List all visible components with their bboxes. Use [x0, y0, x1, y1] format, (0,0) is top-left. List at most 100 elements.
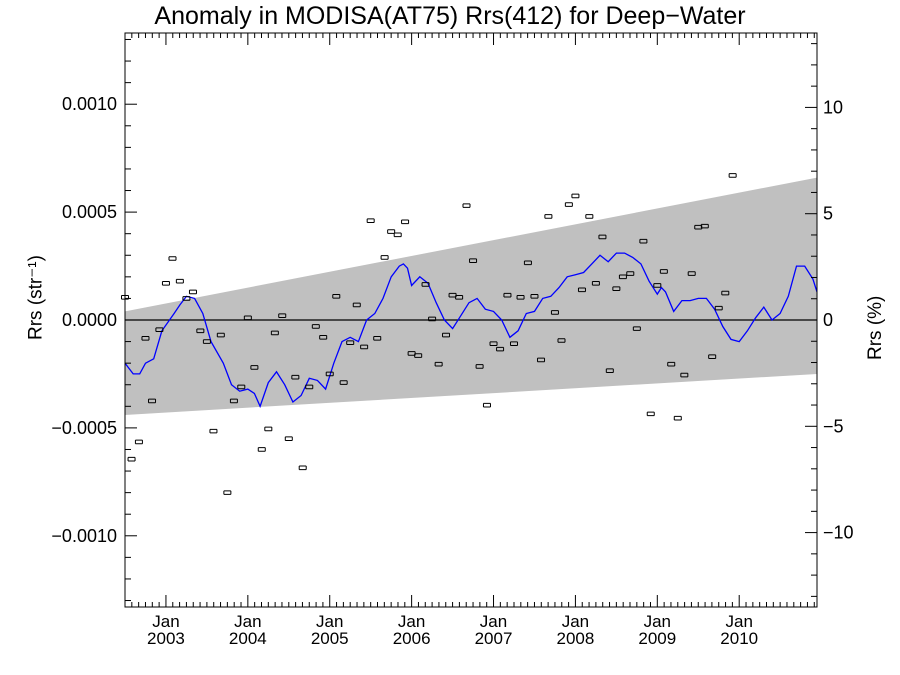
data-point: [284, 436, 293, 441]
data-point: [442, 332, 451, 338]
data-point: [428, 316, 437, 322]
data-point: [332, 293, 341, 299]
data-point: [434, 361, 443, 367]
data-point: [550, 310, 559, 315]
data-point: [598, 234, 607, 240]
data-point: [544, 214, 553, 219]
y-left-tick-label: −0.0005: [51, 418, 117, 438]
y-left-tick-label: 0.0000: [62, 310, 117, 330]
data-point: [516, 295, 525, 300]
data-point: [188, 289, 197, 295]
data-point: [557, 338, 566, 343]
chart-title: Anomaly in MODISA(AT75) Rrs(412) for Dee…: [154, 2, 746, 30]
data-point: [489, 341, 498, 347]
data-point: [134, 439, 143, 445]
data-point: [503, 292, 512, 298]
data-point: [509, 341, 518, 347]
data-point: [455, 295, 464, 300]
data-point: [216, 332, 225, 338]
y-left-tick-label: −0.0010: [51, 526, 117, 546]
uncertainty-band: [125, 177, 817, 415]
data-point: [530, 293, 539, 299]
data-point: [380, 255, 389, 260]
data-point: [202, 339, 211, 344]
x-tick-label-year: 2003: [147, 629, 185, 648]
data-point: [414, 353, 423, 358]
data-point: [667, 361, 676, 367]
y-left-tick-label: 0.0005: [62, 202, 117, 222]
data-point: [721, 290, 730, 296]
x-tick-label-month: Jan: [562, 612, 589, 631]
data-point: [653, 283, 662, 288]
data-point: [564, 202, 573, 207]
data-point: [469, 258, 478, 263]
y-right-tick-label: −10: [823, 523, 854, 543]
data-point: [168, 256, 177, 261]
data-point: [605, 368, 614, 374]
data-point: [346, 340, 355, 345]
data-point: [209, 428, 218, 434]
data-point: [537, 357, 546, 363]
data-point: [325, 371, 334, 377]
data-point: [148, 398, 157, 404]
data-point: [257, 447, 266, 452]
data-point: [618, 274, 627, 280]
data-point: [229, 398, 238, 404]
data-point: [141, 336, 150, 341]
data-point: [728, 173, 737, 178]
data-point: [278, 313, 287, 318]
data-point: [448, 292, 457, 298]
data-point: [393, 232, 402, 238]
x-tick-label-year: 2009: [638, 629, 676, 648]
x-tick-label-month: Jan: [152, 612, 179, 631]
data-point: [270, 330, 279, 336]
data-point: [462, 203, 471, 208]
x-tick-label-year: 2005: [311, 629, 349, 648]
data-point: [319, 334, 328, 340]
data-point: [175, 278, 184, 284]
data-point: [311, 324, 320, 329]
data-point: [360, 344, 369, 350]
data-point: [155, 327, 164, 333]
data-point: [407, 351, 416, 356]
data-point: [250, 365, 259, 370]
x-tick-label-month: Jan: [398, 612, 425, 631]
x-tick-label-year: 2008: [557, 629, 595, 648]
y-right-tick-label: −5: [823, 416, 844, 436]
data-point: [659, 269, 668, 274]
data-point: [612, 286, 621, 292]
data-point: [673, 415, 682, 421]
x-tick-label-year: 2006: [393, 629, 431, 648]
plot-area: 0.0010 0.0005 0.0000 −0.0005 −0.0010 10 5 0 −5 −1…: [51, 32, 854, 648]
x-tick-label-year: 2007: [475, 629, 513, 648]
data-point: [298, 465, 307, 471]
data-point: [387, 229, 396, 234]
data-point: [339, 380, 348, 385]
data-point: [196, 328, 205, 334]
x-tick-label-month: Jan: [725, 612, 752, 631]
data-point: [243, 315, 252, 321]
data-point: [639, 238, 648, 244]
data-point: [577, 287, 586, 293]
data-point: [401, 219, 410, 225]
data-point: [496, 346, 505, 352]
data-point: [687, 271, 696, 276]
smoothed-series-line: [125, 252, 817, 409]
data-point: [591, 281, 600, 286]
data-point: [523, 260, 532, 266]
y-right-tick-label: 5: [823, 204, 833, 224]
y-right-tick-label: 10: [823, 97, 843, 117]
x-tick-label-month: Jan: [480, 612, 507, 631]
data-point: [571, 193, 580, 199]
data-point: [646, 411, 655, 417]
y-right-tick-label: 0: [823, 310, 833, 330]
data-point: [714, 305, 723, 311]
data-point: [237, 384, 246, 390]
y-left-tick-label: 0.0010: [62, 94, 117, 114]
data-point: [127, 456, 136, 462]
data-point: [264, 426, 273, 432]
data-point: [223, 490, 232, 495]
data-point: [421, 282, 430, 287]
data-point: [305, 384, 314, 390]
